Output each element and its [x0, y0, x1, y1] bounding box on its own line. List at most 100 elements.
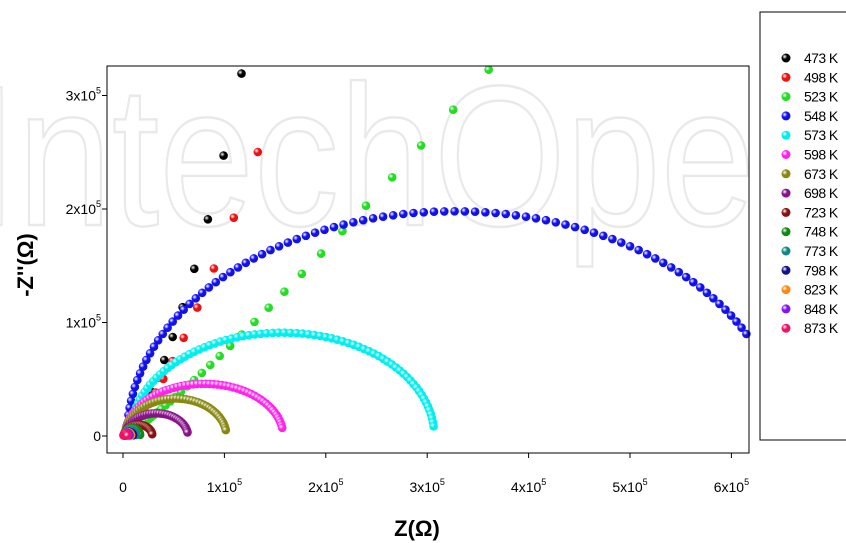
legend-marker: [781, 53, 791, 63]
legend-label: 673 K: [804, 166, 839, 182]
data-point: [266, 245, 275, 255]
legend-label: 523 K: [804, 89, 839, 105]
data-point: [666, 263, 676, 272]
legend-label: 598 K: [804, 147, 839, 163]
x-tick-label: 6x105: [714, 477, 749, 495]
data-point: [241, 258, 251, 268]
legend-label: 473 K: [804, 50, 839, 66]
y-axis-title: -Z''(Ω): [13, 233, 38, 297]
data-point: [561, 220, 570, 229]
legend-marker: [781, 188, 791, 198]
data-point: [209, 264, 219, 273]
data-point: [179, 305, 188, 315]
legend-marker: [781, 227, 791, 237]
data-point: [215, 351, 224, 361]
x-axis: 0 1x105 2x105 3x105 4x105 5x105 6x105: [119, 453, 749, 495]
legend-label: 723 K: [804, 204, 839, 220]
data-point: [589, 228, 599, 237]
data-point: [460, 207, 470, 216]
series-573k: [127, 328, 438, 431]
data-point: [580, 225, 589, 235]
data-point: [642, 249, 652, 259]
data-point: [128, 389, 138, 399]
data-point: [429, 422, 438, 431]
legend-marker: [781, 111, 791, 121]
data-point: [173, 311, 183, 320]
data-point: [179, 333, 188, 343]
data-point: [160, 355, 169, 365]
data-point: [732, 317, 741, 326]
data-point: [168, 332, 177, 342]
data-point: [250, 317, 259, 327]
data-point: [440, 207, 449, 216]
legend-marker: [781, 265, 791, 275]
data-point: [702, 288, 712, 298]
legend-label: 748 K: [804, 224, 839, 240]
legend-label: 548 K: [804, 108, 839, 124]
data-point: [501, 209, 511, 219]
legend-label: 848 K: [804, 301, 839, 317]
data-point: [253, 147, 263, 157]
data-point: [674, 267, 684, 277]
legend-marker: [781, 323, 791, 333]
legend-label: 773 K: [804, 243, 839, 259]
data-point: [429, 207, 439, 216]
data-point: [163, 323, 172, 333]
data-point: [448, 105, 458, 114]
x-tick-label: 4x105: [511, 477, 546, 495]
x-tick-label: 1x105: [207, 477, 242, 495]
data-marks: [119, 65, 751, 441]
plot-area-frame: [106, 65, 750, 454]
data-point: [608, 234, 617, 244]
legend-marker: [781, 92, 791, 102]
data-point: [301, 231, 311, 241]
data-point: [599, 231, 608, 241]
data-point: [696, 283, 705, 292]
data-point: [138, 362, 148, 371]
data-point: [481, 208, 490, 217]
data-point: [484, 65, 494, 74]
data-point: [339, 220, 348, 229]
data-point: [185, 299, 194, 309]
x-axis-title: Z(Ω): [394, 516, 440, 541]
legend: 473 K 498 K 523 K 548 K 573 K 598 K 673 K 698 K…: [781, 50, 839, 336]
data-point: [511, 211, 521, 220]
data-point: [280, 328, 289, 338]
data-point: [168, 317, 177, 326]
data-point: [292, 234, 302, 244]
data-point: [191, 294, 201, 303]
data-point: [264, 303, 274, 313]
legend-marker: [781, 246, 791, 256]
legend-marker: [781, 207, 791, 217]
data-point: [310, 228, 320, 237]
data-point: [158, 329, 168, 339]
data-point: [229, 213, 239, 222]
data-point: [297, 269, 307, 279]
legend-label: 698 K: [804, 185, 839, 201]
data-point: [197, 288, 207, 298]
legend-label: 823 K: [804, 282, 839, 298]
data-point: [274, 242, 284, 251]
data-point: [388, 211, 398, 220]
data-point: [133, 375, 142, 385]
data-point: [204, 283, 214, 292]
data-point: [206, 360, 215, 370]
data-point: [233, 263, 243, 272]
data-point: [659, 258, 668, 268]
legend-marker: [781, 285, 791, 295]
data-point: [193, 303, 202, 312]
data-point: [721, 305, 730, 315]
data-point: [634, 245, 643, 255]
data-point: [531, 214, 541, 223]
legend-label: 798 K: [804, 262, 839, 278]
legend-marker: [781, 169, 791, 179]
data-point: [681, 272, 691, 282]
data-point: [283, 238, 293, 247]
data-point: [541, 215, 551, 225]
data-point: [190, 264, 199, 274]
data-point: [617, 238, 626, 247]
data-point: [142, 355, 151, 365]
x-tick-label: 5x105: [612, 477, 647, 495]
data-point: [625, 242, 635, 251]
